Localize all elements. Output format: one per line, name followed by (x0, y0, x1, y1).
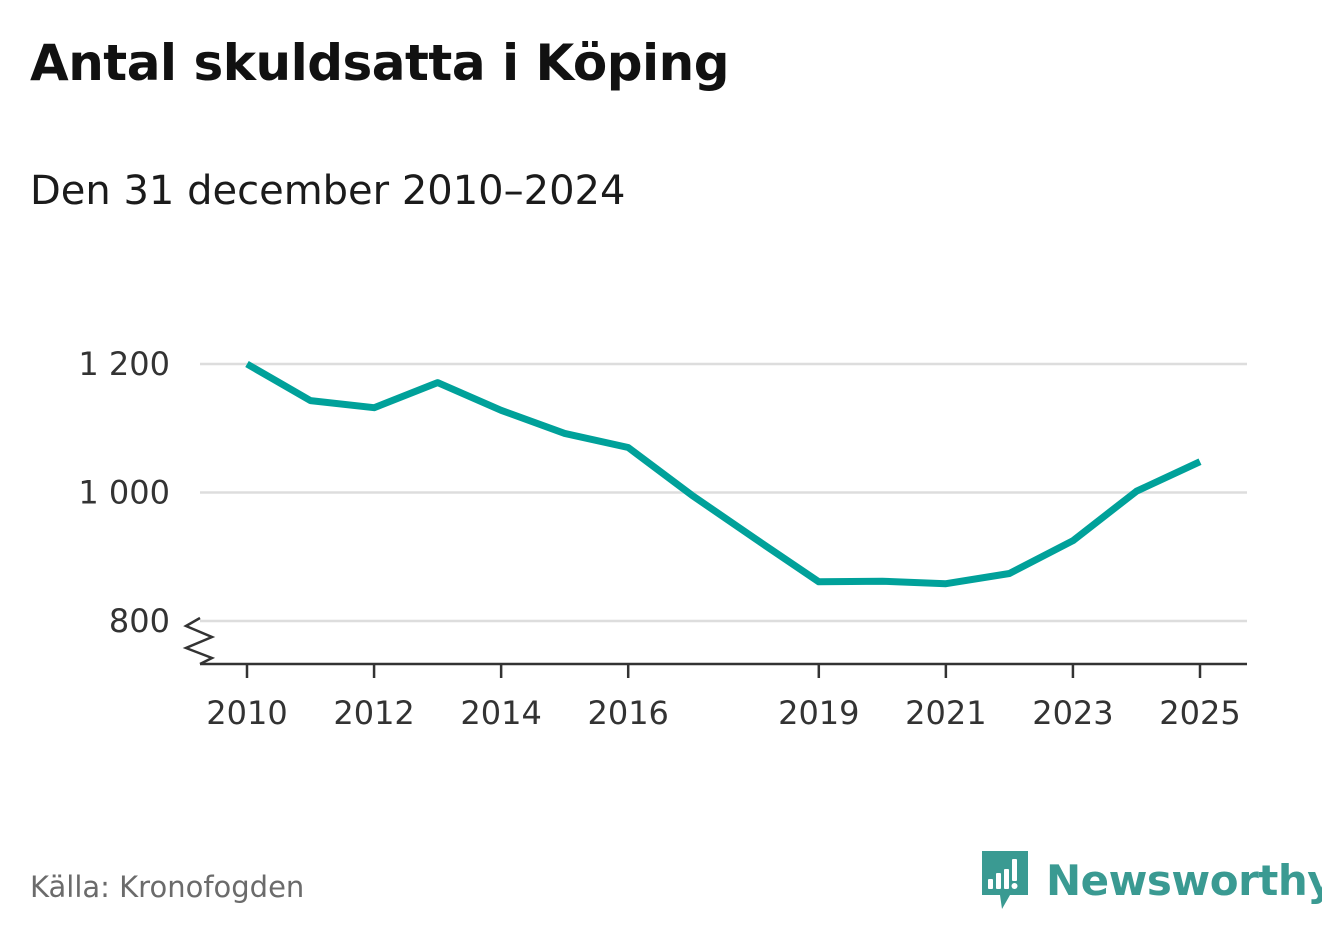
x-axis: 2010 2012 2014 2016 2019 2021 2023 2025 (200, 662, 1247, 732)
x-tick-label-2014: 2014 (460, 694, 541, 732)
x-tick-label-2010: 2010 (206, 694, 287, 732)
y-tick-label-1000: 1 000 (78, 474, 170, 512)
series-layer (245, 360, 1202, 588)
x-tick-label-2019: 2019 (778, 694, 859, 732)
x-tick-label-2016: 2016 (587, 694, 668, 732)
x-tick-label-2023: 2023 (1032, 694, 1113, 732)
series-line-0 (245, 360, 1202, 588)
brand-name: Newsworthy (1046, 855, 1322, 905)
brand-logo: Newsworthy (980, 848, 1322, 912)
bar-chart-speech-bubble-icon (982, 851, 1028, 909)
y-axis-break-icon (182, 616, 216, 666)
y-tick-label-1200: 1 200 (78, 345, 170, 383)
y-tick-label-800: 800 (109, 602, 170, 640)
x-tick-label-2012: 2012 (333, 694, 414, 732)
x-tick-label-2025: 2025 (1159, 694, 1240, 732)
y-axis: 800 1 000 1 200 (78, 345, 216, 666)
grid-lines (200, 362, 1247, 623)
chart-subtitle: Den 31 december 2010–2024 (30, 168, 626, 214)
x-tick-label-2021: 2021 (905, 694, 986, 732)
source-note: Källa: Kronofogden (30, 870, 305, 904)
chart-title: Antal skuldsatta i Köping (30, 34, 730, 92)
